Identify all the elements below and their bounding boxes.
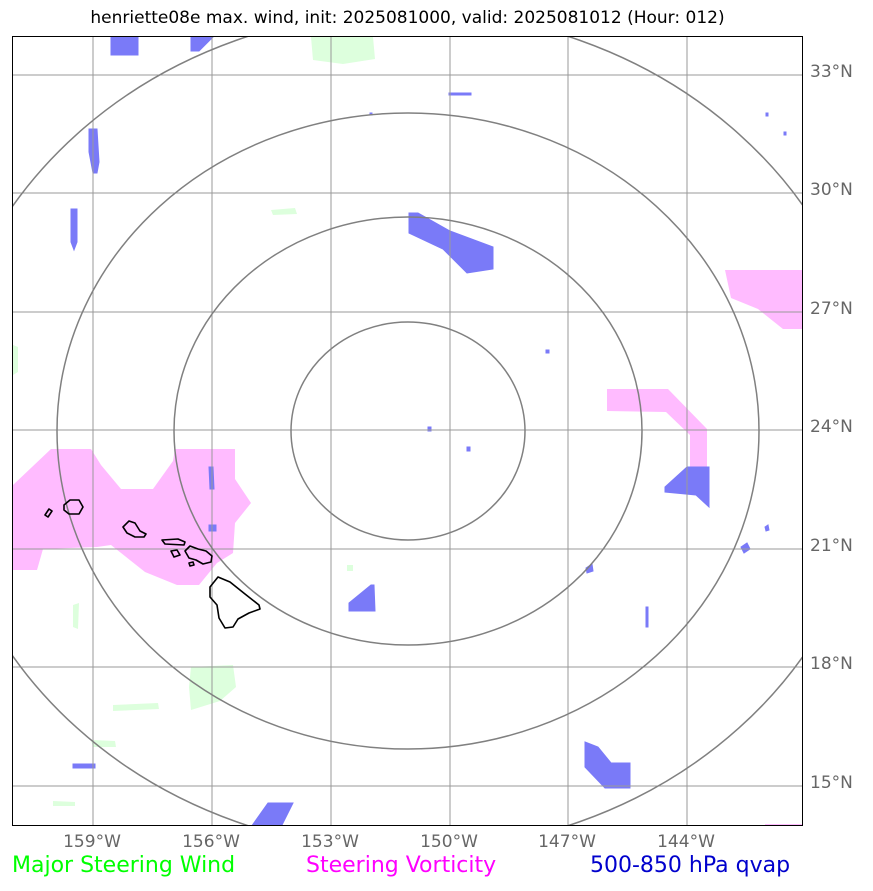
lat-label-21n: 21°N: [810, 536, 853, 556]
coastline: [44, 499, 261, 629]
legend-steering-vorticity: Steering Vorticity: [306, 853, 497, 878]
qvap-area: [783, 131, 787, 136]
legend-qvap: 500-850 hPa qvap: [590, 853, 791, 878]
lat-label-33n: 33°N: [810, 62, 853, 82]
qvap-area: [448, 92, 472, 96]
lat-label-18n: 18°N: [810, 654, 853, 674]
qvap-area: [408, 212, 494, 274]
island-kahoolawe: [188, 561, 195, 567]
vorticity-area: [13, 449, 251, 585]
range-ring: [290, 321, 526, 541]
map-title: henriette08e max. wind, init: 2025081000…: [90, 8, 725, 28]
lat-label-15n: 15°N: [810, 773, 853, 793]
lat-label-24n: 24°N: [810, 417, 853, 437]
vorticity-area: [607, 389, 707, 479]
lon-label-159w: 159°W: [63, 832, 121, 852]
lon-label-147w: 147°W: [538, 832, 596, 852]
wind-area: [13, 345, 18, 375]
wind-area: [113, 703, 159, 711]
island-niihau: [44, 508, 53, 518]
lat-label-30n: 30°N: [810, 180, 853, 200]
qvap-area: [765, 112, 769, 117]
gridlines: [13, 37, 802, 825]
qvap-area: [466, 446, 471, 452]
wind-area: [73, 603, 79, 629]
range-rings: [13, 37, 802, 825]
island-hawaii: [209, 576, 261, 629]
qvap-area: [740, 542, 751, 554]
lon-label-150w: 150°W: [420, 832, 478, 852]
lon-label-156w: 156°W: [182, 832, 240, 852]
qvap-area: [764, 524, 770, 532]
wind-area: [311, 37, 375, 64]
steering-vorticity-areas: [13, 270, 802, 825]
wind-area: [347, 565, 353, 571]
island-oahu: [122, 520, 147, 538]
lon-label-144w: 144°W: [657, 832, 715, 852]
qvap-area: [72, 763, 96, 769]
qvap-area: [88, 128, 100, 174]
island-lanai: [170, 549, 181, 558]
steering-wind-areas: [13, 37, 375, 806]
qvap-areas: [70, 37, 787, 825]
wind-area: [271, 208, 297, 215]
island-maui: [184, 545, 213, 565]
lon-label-153w: 153°W: [301, 832, 359, 852]
island-kauai: [63, 499, 84, 515]
qvap-area: [545, 349, 550, 354]
qvap-area: [348, 584, 376, 612]
vorticity-area: [725, 270, 802, 329]
island-molokai: [161, 538, 186, 546]
qvap-area: [190, 37, 214, 52]
qvap-area: [110, 37, 139, 56]
qvap-area: [70, 208, 78, 252]
map-canvas: [13, 37, 802, 825]
wind-area: [53, 801, 75, 806]
map-panel[interactable]: [12, 36, 803, 826]
range-ring: [56, 112, 760, 750]
qvap-area: [251, 802, 294, 825]
vorticity-area: [765, 824, 802, 825]
qvap-area: [645, 606, 649, 628]
range-ring: [173, 216, 643, 646]
legend-steering-wind: Major Steering Wind: [12, 853, 236, 878]
qvap-area: [584, 741, 631, 789]
lat-label-27n: 27°N: [810, 299, 853, 319]
